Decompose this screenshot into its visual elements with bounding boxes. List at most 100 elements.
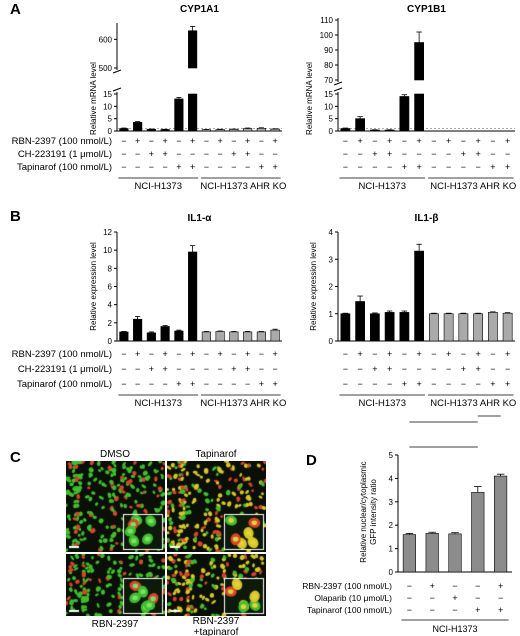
condition-sign: + (190, 162, 195, 172)
bar (133, 122, 143, 132)
condition-sign: − (231, 349, 236, 359)
condition-sign: + (162, 364, 167, 374)
condition-sign: − (204, 349, 209, 359)
bar (160, 129, 170, 132)
bar (414, 250, 424, 342)
bar (133, 318, 143, 342)
bar (201, 331, 211, 342)
condition-sign: + (272, 379, 277, 389)
bar (402, 534, 416, 573)
bar (229, 331, 239, 342)
condition-sign: − (176, 349, 181, 359)
condition-sign: + (430, 581, 435, 591)
condition-sign: + (231, 149, 236, 159)
group-label: NCI-H1373 AHR KO (430, 398, 516, 409)
condition-sign: + (149, 364, 154, 374)
group-label: NCI-H1373 (358, 398, 406, 409)
group-label: NCI-H1373 (432, 624, 477, 634)
micrograph-dmso (66, 461, 165, 552)
condition-sign: − (475, 379, 480, 389)
condition-sign: + (162, 136, 167, 146)
y-axis-label: Relative expression level (89, 242, 98, 331)
bar (256, 127, 266, 132)
chart-il1-beta: 0 1 2 3 4 Relative expression level IL1-β (309, 213, 515, 346)
bar (355, 301, 365, 342)
condition-sign: + (475, 149, 480, 159)
condition-sign: − (343, 136, 348, 146)
condition-sign: − (176, 149, 181, 159)
group-label: NCI-H1373 AHR KO (200, 181, 286, 192)
condition-sign: + (272, 349, 277, 359)
condition-sign: − (430, 593, 435, 603)
condition-sign: + (490, 379, 495, 389)
condition-sign: + (475, 605, 480, 615)
condition-sign: + (475, 349, 480, 359)
y-axis-label: Relative nuclear/cytoplasmicGFP intensit… (359, 461, 378, 562)
condition-sign: + (387, 364, 392, 374)
bar (473, 313, 483, 342)
condition-sign: − (343, 364, 348, 374)
bar (384, 312, 395, 342)
condition-sign: − (190, 364, 195, 374)
condition-sign: − (135, 379, 140, 389)
condition-sign: + (190, 349, 195, 359)
y-tick-label: 5 (108, 115, 113, 124)
bar (340, 313, 351, 342)
condition-sign: − (162, 162, 167, 172)
group-label: NCI-H1373 AHR KO (430, 181, 516, 192)
bar (494, 475, 508, 573)
bar (174, 330, 184, 342)
bar (270, 329, 280, 342)
condition-sign: + (461, 149, 466, 159)
bar (399, 312, 410, 342)
condition-sign: + (176, 379, 181, 389)
condition-sign: + (387, 136, 392, 146)
y-tick-label: 110 (320, 16, 333, 25)
condition-sign: − (135, 149, 140, 159)
condition-sign: − (407, 581, 412, 591)
condition-sign: − (357, 149, 362, 159)
condition-sign: − (121, 136, 126, 146)
condition-sign: + (505, 162, 510, 172)
condition-sign: + (402, 162, 407, 172)
y-tick-label: 3 (329, 255, 334, 264)
condition-sign: − (149, 136, 154, 146)
condition-sign: − (204, 149, 209, 159)
y-tick-label: 10 (103, 246, 112, 255)
condition-sign: + (387, 149, 392, 159)
condition-sign: + (490, 162, 495, 172)
condition-sign: + (505, 136, 510, 146)
condition-sign: − (176, 136, 181, 146)
bar (256, 331, 266, 342)
axis-break-mark (333, 81, 343, 92)
condition-sign: − (245, 162, 250, 172)
condition-sign: + (357, 349, 362, 359)
micrograph-rbn-2397-tapinarof (167, 554, 266, 616)
condition-label: CH-223191 (1 μmol/L) (18, 364, 112, 375)
bar (215, 331, 225, 342)
condition-sign: + (162, 349, 167, 359)
y-tick-label: 15 (103, 90, 112, 99)
y-tick-label: 600 (99, 35, 113, 44)
condition-label: Tapinarof (100 nmol/L) (17, 162, 112, 173)
condition-sign: − (475, 593, 480, 603)
condition-sign: − (204, 162, 209, 172)
bar (443, 313, 454, 342)
group-label: NCI-H1373 (134, 398, 182, 409)
bar (146, 128, 156, 132)
condition-sign: − (402, 349, 407, 359)
group-label: NCI-H1373 (358, 181, 406, 192)
condition-sign: − (149, 379, 154, 389)
condition-sign: − (259, 149, 264, 159)
condition-sign: + (452, 593, 457, 603)
panel-letter-d: D (306, 452, 317, 469)
condition-sign: − (217, 162, 222, 172)
condition-sign: + (176, 162, 181, 172)
axis-break-mark (112, 69, 122, 92)
bar (243, 128, 253, 132)
condition-label: Tapinarof (100 nmol/L) (17, 379, 112, 390)
bar (488, 312, 498, 342)
condition-sign: − (505, 149, 510, 159)
condition-sign: − (431, 162, 436, 172)
